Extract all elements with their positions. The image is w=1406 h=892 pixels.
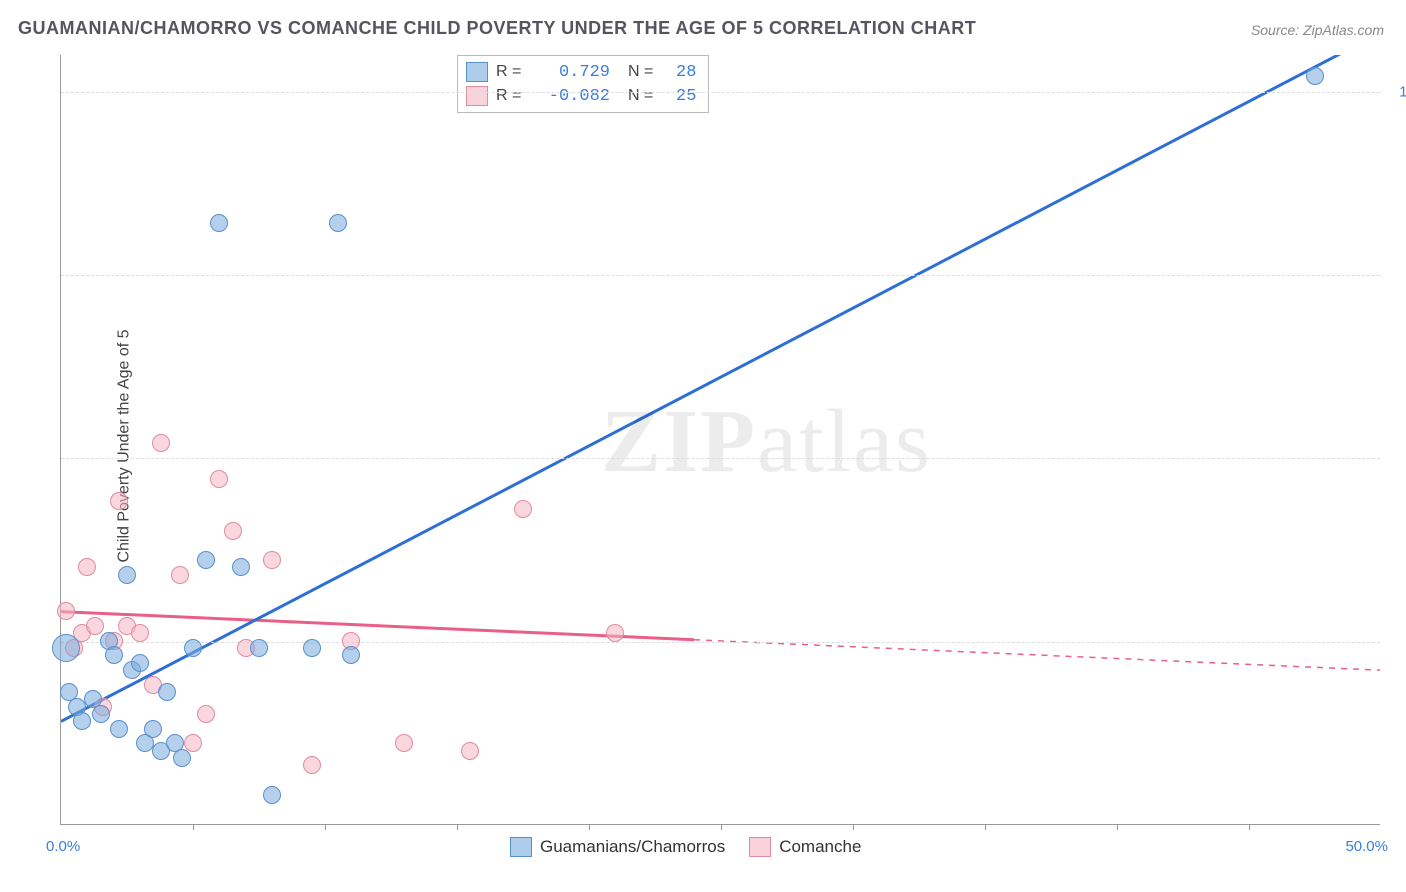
data-point-blue	[92, 705, 110, 723]
data-point-pink	[110, 492, 128, 510]
n-label: N =	[628, 87, 668, 105]
data-point-pink	[86, 617, 104, 635]
data-point-blue	[210, 214, 228, 232]
corr-legend-row: R = 0.729 N = 28	[458, 60, 708, 84]
corr-legend-row: R = -0.082 N = 25	[458, 84, 708, 108]
x-tick	[589, 824, 590, 830]
x-tick	[1249, 824, 1250, 830]
series-label: Guamanians/Chamorros	[540, 837, 725, 857]
data-point-pink	[152, 434, 170, 452]
x-tick	[721, 824, 722, 830]
data-point-blue	[184, 639, 202, 657]
data-point-pink	[303, 756, 321, 774]
x-tick	[325, 824, 326, 830]
data-point-blue	[144, 720, 162, 738]
x-tick	[457, 824, 458, 830]
data-point-pink	[224, 522, 242, 540]
r-value: -0.082	[540, 87, 610, 106]
legend-swatch-pink	[466, 86, 488, 106]
gridline-h	[61, 458, 1380, 459]
trendline-dashed	[694, 640, 1380, 670]
plot-area: ZIPatlas R =0.729N =28R =-0.082N =25 25.…	[60, 55, 1380, 825]
n-value: 25	[676, 87, 696, 106]
y-tick-label: 100.0%	[1390, 83, 1406, 100]
data-point-blue	[1306, 67, 1324, 85]
data-point-blue	[118, 566, 136, 584]
data-point-blue	[131, 654, 149, 672]
data-point-blue	[110, 720, 128, 738]
legend-swatch-blue	[466, 62, 488, 82]
r-label: R =	[496, 63, 532, 81]
data-point-pink	[461, 742, 479, 760]
n-value: 28	[676, 63, 696, 82]
x-axis-min-label: 0.0%	[46, 838, 80, 855]
series-label: Comanche	[779, 837, 861, 857]
y-tick-label: 25.0%	[1390, 633, 1406, 650]
data-point-pink	[78, 558, 96, 576]
n-label: N =	[628, 63, 668, 81]
data-point-pink	[263, 551, 281, 569]
data-point-blue	[105, 646, 123, 664]
series-legend-item: Comanche	[749, 837, 861, 857]
gridline-h	[61, 275, 1380, 276]
correlation-legend: R = 0.729 N = 28 R = -0.082 N = 25	[457, 55, 709, 113]
chart-title: GUAMANIAN/CHAMORRO VS COMANCHE CHILD POV…	[18, 18, 976, 39]
source-attribution: Source: ZipAtlas.com	[1251, 22, 1384, 38]
data-point-blue	[303, 639, 321, 657]
data-point-pink	[57, 602, 75, 620]
data-point-pink	[197, 705, 215, 723]
data-point-pink	[131, 624, 149, 642]
series-legend: Guamanians/Chamorros Comanche	[510, 837, 861, 857]
data-point-blue	[173, 749, 191, 767]
x-tick	[1117, 824, 1118, 830]
r-label: R =	[496, 87, 532, 105]
x-tick	[193, 824, 194, 830]
y-tick-label: 75.0%	[1390, 267, 1406, 284]
y-tick-label: 50.0%	[1390, 450, 1406, 467]
watermark-part1: ZIP	[601, 392, 757, 491]
x-tick	[853, 824, 854, 830]
trendline-solid	[61, 612, 694, 640]
data-point-blue	[342, 646, 360, 664]
data-point-pink	[514, 500, 532, 518]
data-point-pink	[210, 470, 228, 488]
data-point-blue	[158, 683, 176, 701]
data-point-blue	[197, 551, 215, 569]
legend-swatch-pink	[749, 837, 771, 857]
data-point-blue	[329, 214, 347, 232]
trendlines-layer	[61, 55, 1380, 824]
data-point-pink	[171, 566, 189, 584]
series-legend-item: Guamanians/Chamorros	[510, 837, 725, 857]
x-axis-max-label: 50.0%	[1345, 838, 1388, 855]
data-point-blue	[263, 786, 281, 804]
trendline-solid	[61, 55, 1380, 721]
data-point-blue	[250, 639, 268, 657]
gridline-h	[61, 92, 1380, 93]
r-value: 0.729	[540, 63, 610, 82]
data-point-pink	[606, 624, 624, 642]
data-point-blue	[52, 634, 80, 662]
x-tick	[985, 824, 986, 830]
watermark: ZIPatlas	[601, 390, 932, 493]
watermark-part2: atlas	[757, 392, 932, 491]
legend-swatch-blue	[510, 837, 532, 857]
data-point-blue	[73, 712, 91, 730]
chart-area: ZIPatlas R =0.729N =28R =-0.082N =25 25.…	[60, 55, 1380, 825]
data-point-blue	[232, 558, 250, 576]
data-point-pink	[395, 734, 413, 752]
